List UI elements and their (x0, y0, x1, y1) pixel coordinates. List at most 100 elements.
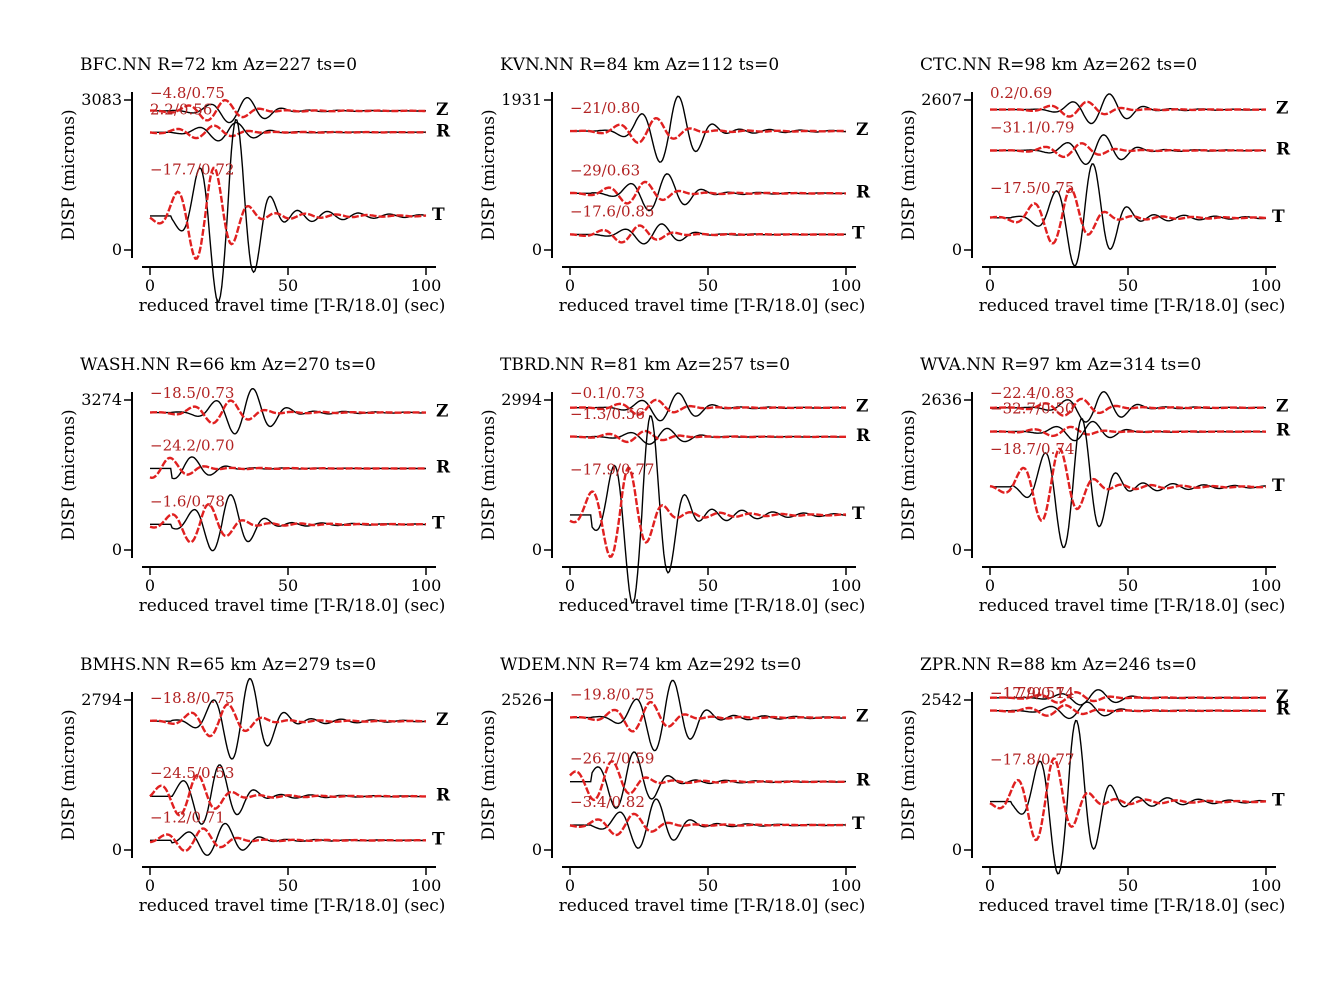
synthetic-trace (569, 466, 846, 558)
y-axis-label: DISP (microns) (479, 109, 499, 240)
x-tick-label: 100 (831, 576, 862, 595)
fit-annotation: −17.8/0.77 (990, 750, 1074, 768)
synthetic-trace (570, 429, 846, 444)
x-tick-label: 0 (565, 876, 575, 895)
component-label: R (436, 457, 451, 477)
synthetic-trace (149, 773, 426, 817)
x-tick-label: 0 (145, 276, 155, 295)
component-label: T (852, 223, 865, 243)
x-axis-label: reduced travel time [T-R/18.0] (sec) (559, 596, 866, 616)
x-tick-label: 0 (565, 576, 575, 595)
station-panel: BMHS.NN R=65 km Az=279 ts=0 DISP (microns… (59, 655, 451, 916)
component-label: Z (856, 397, 868, 417)
component-label: Z (436, 710, 448, 730)
fit-annotation: −22.4/0.83 (990, 384, 1074, 402)
x-tick-label: 0 (145, 576, 155, 595)
panel-title: KVN.NN R=84 km Az=112 ts=0 (500, 55, 779, 75)
x-tick-label: 100 (411, 576, 442, 595)
synthetic-trace (150, 399, 426, 425)
synthetic-trace (149, 166, 427, 260)
component-label: Z (856, 120, 868, 140)
y-tick-label: 0 (112, 540, 122, 559)
x-tick-label: 100 (411, 876, 442, 895)
y-axis-label: DISP (microns) (899, 109, 919, 240)
synthetic-trace (570, 700, 847, 733)
y-tick-label: 2607 (921, 90, 962, 109)
x-axis-label: reduced travel time [T-R/18.0] (sec) (139, 296, 446, 316)
panel-title: CTC.NN R=98 km Az=262 ts=0 (920, 55, 1197, 75)
component-label: R (1276, 700, 1291, 720)
y-axis-label: DISP (microns) (59, 409, 79, 540)
synthetic-trace (569, 224, 846, 244)
y-tick-label: 0 (112, 240, 122, 259)
component-label: T (1272, 207, 1285, 227)
y-tick-label: 3274 (81, 390, 122, 409)
fit-annotation: 2.2/0.56 (150, 100, 212, 118)
y-tick-label: 2526 (501, 690, 542, 709)
component-label: T (432, 513, 445, 533)
fit-annotation: −17.5/0.75 (990, 179, 1074, 197)
fit-annotation: −4.8/0.75 (150, 84, 225, 102)
synthetic-trace (990, 100, 1266, 118)
fit-annotation: −31.1/0.79 (990, 118, 1074, 136)
synthetic-trace (990, 142, 1266, 159)
fit-annotation: 0.2/0.69 (990, 84, 1052, 102)
component-label: Z (436, 402, 448, 422)
x-tick-label: 100 (1251, 276, 1282, 295)
component-label: R (436, 121, 451, 141)
synthetic-trace (150, 98, 427, 122)
fit-annotation: −26.7/0.59 (570, 750, 654, 768)
synthetic-trace (989, 447, 1267, 522)
y-axis-label: DISP (microns) (899, 709, 919, 840)
observed-trace (990, 719, 1267, 875)
fit-annotation: −17.7/0.72 (150, 160, 234, 178)
x-tick-label: 100 (1251, 876, 1282, 895)
panel-title: WDEM.NN R=74 km Az=292 ts=0 (500, 655, 801, 675)
fit-annotation: −1.2/0.71 (150, 808, 225, 826)
y-tick-label: 0 (112, 840, 122, 859)
y-tick-label: 2542 (921, 690, 962, 709)
x-tick-label: 50 (698, 576, 718, 595)
x-axis-label: reduced travel time [T-R/18.0] (sec) (139, 896, 446, 916)
fit-annotation: −1.6/0.78 (150, 492, 225, 510)
x-tick-label: 50 (278, 876, 298, 895)
station-panel: TBRD.NN R=81 km Az=257 ts=0 DISP (microns… (479, 355, 871, 616)
y-axis-label: DISP (microns) (479, 709, 499, 840)
fit-annotation: −24.5/0.53 (150, 764, 234, 782)
x-tick-label: 50 (698, 876, 718, 895)
synthetic-trace (989, 757, 1267, 842)
component-label: T (432, 205, 445, 225)
y-tick-label: 2636 (921, 390, 962, 409)
x-tick-label: 0 (565, 276, 575, 295)
y-tick-label: 0 (532, 240, 542, 259)
synthetic-trace (990, 704, 1266, 717)
panel-title: TBRD.NN R=81 km Az=257 ts=0 (500, 355, 790, 375)
fit-annotation: −32.7/0.50 (990, 400, 1074, 418)
component-label: Z (1276, 99, 1288, 119)
component-label: R (856, 182, 871, 202)
x-tick-label: 100 (1251, 576, 1282, 595)
synthetic-trace (149, 827, 426, 853)
x-tick-label: 0 (985, 276, 995, 295)
observed-trace (570, 95, 847, 163)
x-tick-label: 100 (831, 876, 862, 895)
x-tick-label: 0 (985, 576, 995, 595)
y-tick-label: 0 (952, 840, 962, 859)
station-panel: WVA.NN R=97 km Az=314 ts=0 DISP (microns)… (899, 355, 1291, 616)
station-panel: ZPR.NN R=88 km Az=246 ts=0 DISP (microns)… (899, 655, 1291, 916)
synthetic-trace (570, 116, 846, 144)
x-axis-label: reduced travel time [T-R/18.0] (sec) (979, 896, 1286, 916)
component-label: R (1276, 139, 1291, 159)
synthetic-trace (569, 812, 846, 837)
synthetic-trace (149, 503, 426, 544)
component-label: T (1272, 476, 1285, 496)
y-tick-label: 2994 (501, 390, 542, 409)
x-tick-label: 50 (1118, 576, 1138, 595)
panel-title: WASH.NN R=66 km Az=270 ts=0 (80, 355, 376, 375)
fit-annotation: −1.7/0.51 (990, 684, 1065, 702)
synthetic-trace (149, 456, 426, 480)
synthetic-trace (989, 187, 1267, 245)
panel-title: WVA.NN R=97 km Az=314 ts=0 (920, 355, 1201, 375)
component-label: Z (436, 100, 448, 120)
synthetic-trace (989, 690, 1266, 704)
